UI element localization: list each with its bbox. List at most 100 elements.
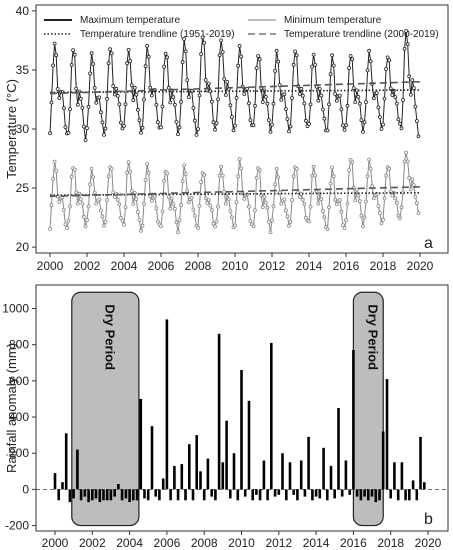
data-point-max: [165, 55, 170, 60]
data-point-max: [202, 41, 207, 45]
data-point-max: [394, 101, 399, 106]
data-point-max: [390, 93, 395, 97]
rainfall-bar: [87, 489, 90, 503]
data-point-max: [246, 101, 251, 106]
data-point-max: [266, 118, 271, 122]
data-point-min: [328, 181, 333, 186]
rainfall-bar: [299, 460, 303, 490]
rainfall-bar: [91, 489, 94, 501]
data-point-max: [199, 52, 204, 56]
data-point-min: [330, 165, 335, 170]
data-point-min: [331, 174, 336, 179]
data-point-max: [234, 96, 239, 100]
data-point-max: [371, 96, 376, 101]
rainfall-bar: [355, 489, 359, 497]
data-point-min: [72, 167, 77, 172]
x-tick-label-b: 2010: [228, 536, 255, 550]
data-point-max: [86, 104, 91, 109]
data-point-min: [134, 197, 139, 202]
data-point-max: [99, 110, 103, 115]
data-point-max: [109, 51, 114, 56]
data-point-min: [302, 202, 307, 207]
data-point-min: [396, 213, 401, 218]
data-point-max: [404, 29, 409, 33]
y-axis-label-a: Temperature (°C): [4, 79, 19, 179]
data-point-max: [316, 98, 321, 103]
data-point-min: [364, 199, 368, 204]
data-point-min: [229, 215, 234, 220]
data-point-max: [179, 99, 183, 104]
rainfall-bar: [217, 333, 221, 490]
data-point-min: [271, 204, 276, 209]
data-point-min: [142, 201, 146, 206]
data-point-min: [51, 176, 55, 181]
data-point-max: [197, 93, 202, 98]
data-point-max: [302, 101, 307, 106]
data-point-min: [337, 198, 342, 202]
data-point-min: [162, 178, 167, 183]
data-point-max: [72, 52, 77, 57]
data-point-min: [172, 206, 177, 211]
data-point-min: [80, 201, 85, 206]
data-point-max: [303, 118, 308, 123]
x-tick-label-a: 2006: [148, 259, 175, 273]
data-point-min: [236, 174, 241, 179]
rainfall-bar: [348, 489, 351, 495]
data-point-max: [103, 126, 108, 131]
x-tick-label-b: 2008: [191, 536, 218, 550]
data-point-max: [63, 125, 68, 129]
data-point-max: [163, 51, 168, 56]
data-point-max: [88, 71, 92, 76]
data-point-max: [361, 129, 365, 134]
data-point-min: [387, 166, 392, 171]
data-point-min: [234, 200, 239, 205]
rainfall-bar: [243, 489, 247, 497]
data-point-max: [345, 103, 350, 108]
rainfall-bar: [83, 489, 87, 497]
data-point-max: [211, 120, 216, 125]
rainfall-bar: [423, 482, 426, 490]
data-point-max: [365, 68, 370, 73]
data-point-max: [402, 47, 407, 51]
rainfall-bar: [68, 489, 72, 503]
data-point-max: [206, 81, 211, 86]
data-point-max: [294, 53, 299, 58]
data-point-min: [199, 180, 204, 185]
rainfall-bar: [367, 489, 370, 501]
y-tick-label-a: 25: [16, 181, 30, 195]
trendline-1951-2019: [49, 89, 421, 94]
data-point-max: [287, 129, 291, 134]
data-point-min: [297, 195, 302, 199]
data-point-max: [160, 104, 165, 109]
rainfall-bar: [251, 489, 254, 501]
data-point-max: [285, 117, 290, 121]
data-point-max: [74, 86, 79, 91]
data-point-max: [225, 80, 230, 84]
rainfall-bar: [57, 489, 60, 501]
data-point-max: [414, 119, 419, 123]
data-point-min: [112, 195, 117, 199]
y-tick-label-b: 400: [9, 410, 29, 424]
data-point-min: [213, 224, 217, 229]
x-tick-label-b: 2004: [116, 536, 143, 550]
data-point-min: [287, 223, 291, 228]
data-point-max: [334, 98, 339, 103]
rainfall-bar: [408, 489, 411, 501]
data-point-max: [393, 95, 398, 99]
rainfall-bar: [191, 489, 195, 501]
x-tick-label-a: 2004: [111, 259, 138, 273]
data-point-min: [62, 207, 66, 212]
data-point-min: [159, 224, 163, 229]
data-point-min: [311, 164, 316, 169]
data-point-min: [155, 219, 160, 224]
data-point-min: [248, 219, 253, 223]
data-point-max: [283, 107, 288, 111]
legend-trend-1951-label: Temperature trendline (1951-2019): [80, 29, 235, 40]
data-point-min: [209, 208, 214, 213]
rainfall-bar: [247, 400, 251, 490]
data-point-max: [125, 61, 129, 66]
data-point-max: [82, 124, 86, 129]
rainfall-bar: [165, 319, 169, 490]
data-point-max: [290, 96, 294, 100]
